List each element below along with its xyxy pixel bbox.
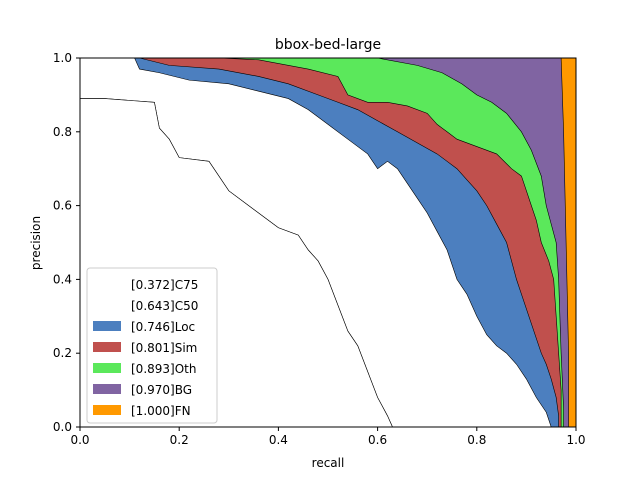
y-tick-label: 0.0 [53,420,72,434]
x-tick-label: 0.0 [70,433,89,447]
legend-label: [0.893]Oth [131,362,196,376]
x-tick-label: 0.2 [170,433,189,447]
legend-swatch [93,321,121,331]
x-tick-label: 0.6 [368,433,387,447]
legend-swatch [93,363,121,373]
legend-label: [0.801]Sim [131,341,197,355]
legend-swatch [93,300,121,310]
legend-swatch [93,384,121,394]
y-tick-label: 0.2 [53,346,72,360]
axes: 0.0 0.2 0.4 0.6 0.8 1.0 0.0 0.2 0.4 0.6 0.8 1.0 [53,51,586,447]
chart-title: bbox-bed-large [275,37,381,53]
y-axis-label: precision [29,216,43,270]
legend-label: [0.746]Loc [131,320,195,334]
x-tick-label: 0.4 [269,433,288,447]
legend-swatch [93,279,121,289]
legend-swatch [93,405,121,415]
legend-label: [1.000]FN [131,404,191,418]
legend-label: [0.372]C75 [131,278,198,292]
y-tick-label: 1.0 [53,51,72,65]
axes-frame [79,57,577,428]
legend-swatch [93,342,121,352]
legend: [0.372]C75 [0.643]C50 [0.746]Loc [0.801]Sim… [86,267,218,424]
y-tick-label: 0.8 [53,125,72,139]
plot-area [79,57,577,428]
x-tick-label: 0.8 [467,433,486,447]
x-tick-label: 1.0 [566,433,585,447]
y-tick-label: 0.6 [53,199,72,213]
legend-label: [0.643]C50 [131,299,198,313]
y-tick-label: 0.4 [53,272,72,286]
legend-label: [0.970]BG [131,383,192,397]
x-axis-label: recall [312,456,345,470]
